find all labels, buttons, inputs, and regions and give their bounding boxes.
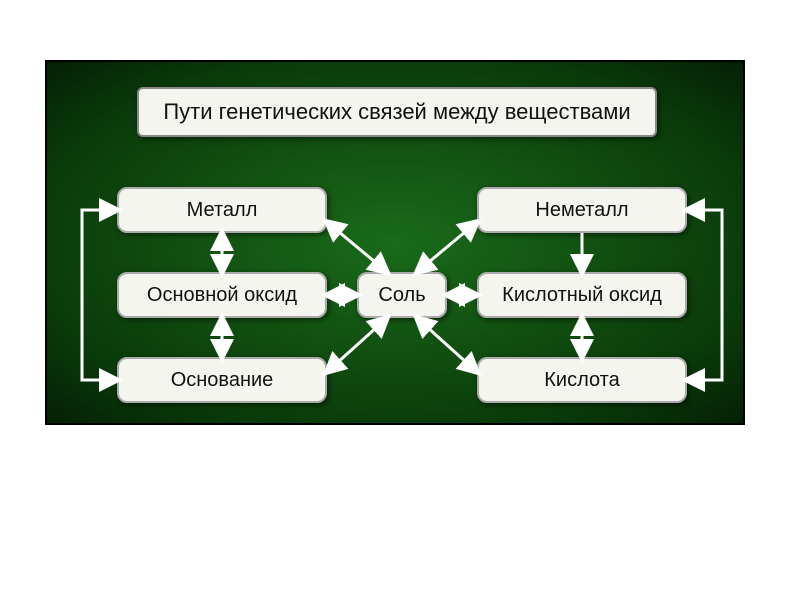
diagram-title: Пути генетических связей между веществам… bbox=[163, 99, 630, 125]
node-label: Основание bbox=[171, 369, 274, 392]
node-acidoxide: Кислотный оксид bbox=[477, 272, 687, 318]
node-basicoxide: Основной оксид bbox=[117, 272, 327, 318]
node-label: Кислотный оксид bbox=[502, 284, 662, 307]
node-label: Основной оксид bbox=[147, 284, 297, 307]
node-label: Неметалл bbox=[535, 199, 628, 222]
node-label: Кислота bbox=[544, 369, 619, 392]
node-label: Соль bbox=[378, 284, 425, 307]
node-base: Основание bbox=[117, 357, 327, 403]
node-acid: Кислота bbox=[477, 357, 687, 403]
node-label: Металл bbox=[187, 199, 258, 222]
diagram-title-box: Пути генетических связей между веществам… bbox=[137, 87, 657, 137]
node-metal: Металл bbox=[117, 187, 327, 233]
node-salt: Соль bbox=[357, 272, 447, 318]
diagram-frame: Пути генетических связей между веществам… bbox=[45, 60, 745, 425]
node-nonmetal: Неметалл bbox=[477, 187, 687, 233]
